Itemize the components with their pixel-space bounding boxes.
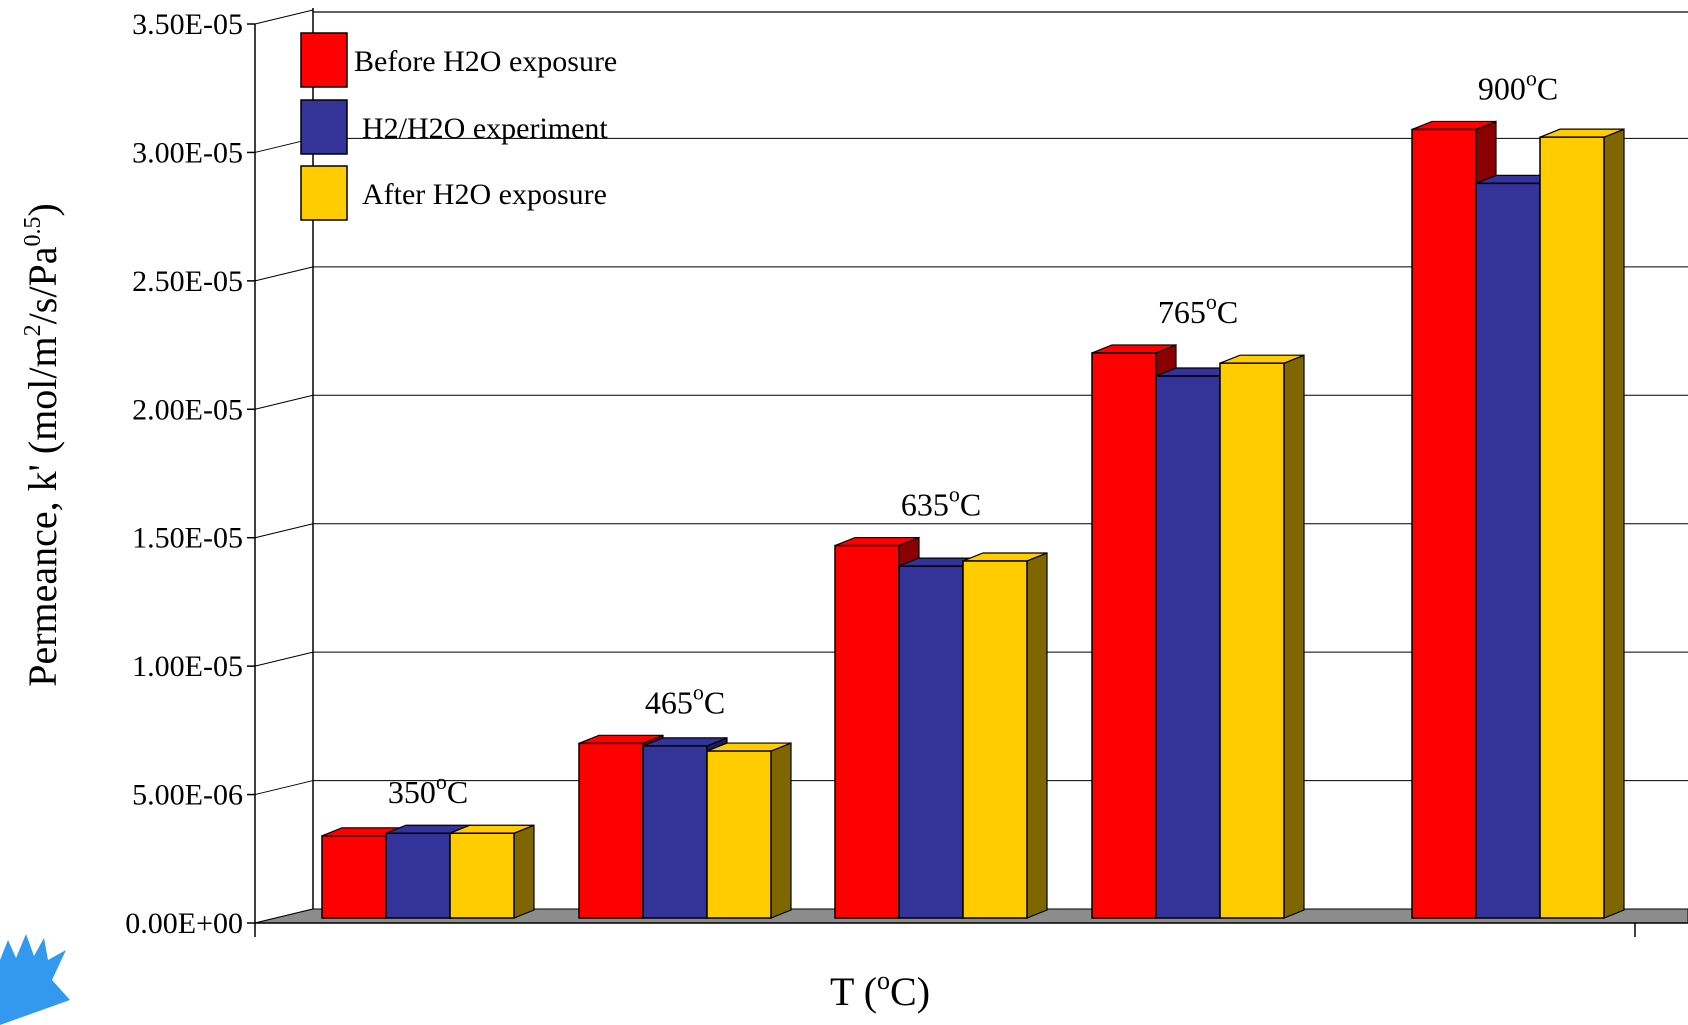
category-label-degree: o xyxy=(949,482,960,507)
legend: Before H2O exposure H2/H2O experiment Afte… xyxy=(300,32,617,221)
y-axis-label-sup2: 0.5 xyxy=(20,217,46,247)
y-tick-label: 1.50E-05 xyxy=(132,522,243,555)
category-label-value: 635 xyxy=(901,487,949,523)
y-tick-label: 5.00E-06 xyxy=(132,779,243,812)
bar-side xyxy=(1026,552,1048,919)
bar xyxy=(898,565,964,919)
category-label-value: 350 xyxy=(388,774,436,810)
y-axis-label-sup1: 2 xyxy=(20,324,46,336)
category-label: 350oC xyxy=(388,769,468,810)
bar xyxy=(834,544,900,919)
legend-label: After H2O exposure xyxy=(362,178,607,211)
y-tick-label: 2.50E-05 xyxy=(132,265,243,298)
category-label-unit: C xyxy=(960,487,981,523)
bar xyxy=(1091,352,1157,919)
y-axis: 0.00E+00 5.00E-06 1.00E-05 1.50E-05 2.00E-05… xyxy=(125,8,256,940)
category-label: 465oC xyxy=(645,679,725,720)
category-label-unit: C xyxy=(1217,294,1238,330)
legend-label: Before H2O exposure xyxy=(354,45,617,78)
bar xyxy=(962,560,1028,919)
bar-group-350 xyxy=(321,824,535,919)
bar xyxy=(642,745,708,919)
bar-group-765 xyxy=(1091,344,1305,919)
bar-group-900 xyxy=(1411,120,1625,919)
bar xyxy=(1475,182,1541,919)
bar xyxy=(578,742,644,919)
y-tick-label: 0.00E+00 xyxy=(125,907,243,940)
bar xyxy=(321,835,387,919)
y-tick-label: 3.50E-05 xyxy=(132,8,243,41)
category-label-unit: C xyxy=(704,684,725,720)
category-label-value: 765 xyxy=(1158,294,1206,330)
y-axis-label-mid: /s/Pa xyxy=(20,246,65,324)
category-label-degree: o xyxy=(1526,65,1537,90)
bar xyxy=(385,832,451,919)
legend-item: After H2O exposure xyxy=(300,165,607,221)
x-axis-label: T (oC) xyxy=(830,966,930,1014)
x-axis-label-sup: o xyxy=(877,966,890,995)
bar xyxy=(1219,362,1285,919)
legend-label: H2/H2O experiment xyxy=(362,112,608,145)
legend-swatch xyxy=(300,32,348,88)
bar xyxy=(1411,128,1477,919)
legend-swatch xyxy=(300,165,348,221)
category-label: 900oC xyxy=(1478,65,1558,106)
bar xyxy=(449,832,515,919)
y-axis-label-main: Permeance, k' (mol/m xyxy=(20,336,65,686)
category-label-degree: o xyxy=(436,769,447,794)
category-label: 635oC xyxy=(901,482,981,523)
grid-connector xyxy=(254,651,314,667)
bar-group-635 xyxy=(834,536,1048,919)
bars-layer xyxy=(321,120,1625,919)
x-axis-label-end: C) xyxy=(890,969,930,1014)
legend-item: H2/H2O experiment xyxy=(300,99,608,155)
category-label-degree: o xyxy=(693,679,704,704)
category-label-value: 465 xyxy=(645,684,693,720)
legend-swatch xyxy=(300,99,348,155)
grid-connector xyxy=(254,266,314,282)
grid-connector xyxy=(254,9,314,25)
category-label-value: 900 xyxy=(1478,70,1526,106)
bar-side xyxy=(513,824,535,919)
y-axis-label: Permeance, k' (mol/m2/s/Pa0.5) xyxy=(20,203,65,687)
category-label-degree: o xyxy=(1206,289,1217,314)
bar-side xyxy=(770,742,792,919)
category-label-unit: C xyxy=(447,774,468,810)
y-tick-label: 2.00E-05 xyxy=(132,393,243,426)
grid-connector xyxy=(254,780,314,796)
x-axis-label-main: T ( xyxy=(830,969,877,1014)
category-label-unit: C xyxy=(1537,70,1558,106)
bar xyxy=(1155,375,1221,919)
bar-group-465 xyxy=(578,734,792,919)
legend-item: Before H2O exposure xyxy=(300,32,617,88)
grid-connector xyxy=(254,523,314,539)
category-label: 765oC xyxy=(1158,289,1238,330)
bar xyxy=(1539,136,1605,919)
y-tick-label: 1.00E-05 xyxy=(132,650,243,683)
bar-side xyxy=(1283,354,1305,919)
y-tick-label: 3.00E-05 xyxy=(132,136,243,169)
bar xyxy=(706,750,772,919)
grid-connector xyxy=(254,394,314,410)
corner-logo-icon xyxy=(0,934,70,1025)
bar-side xyxy=(1603,128,1625,919)
y-axis-label-end: ) xyxy=(20,203,65,216)
